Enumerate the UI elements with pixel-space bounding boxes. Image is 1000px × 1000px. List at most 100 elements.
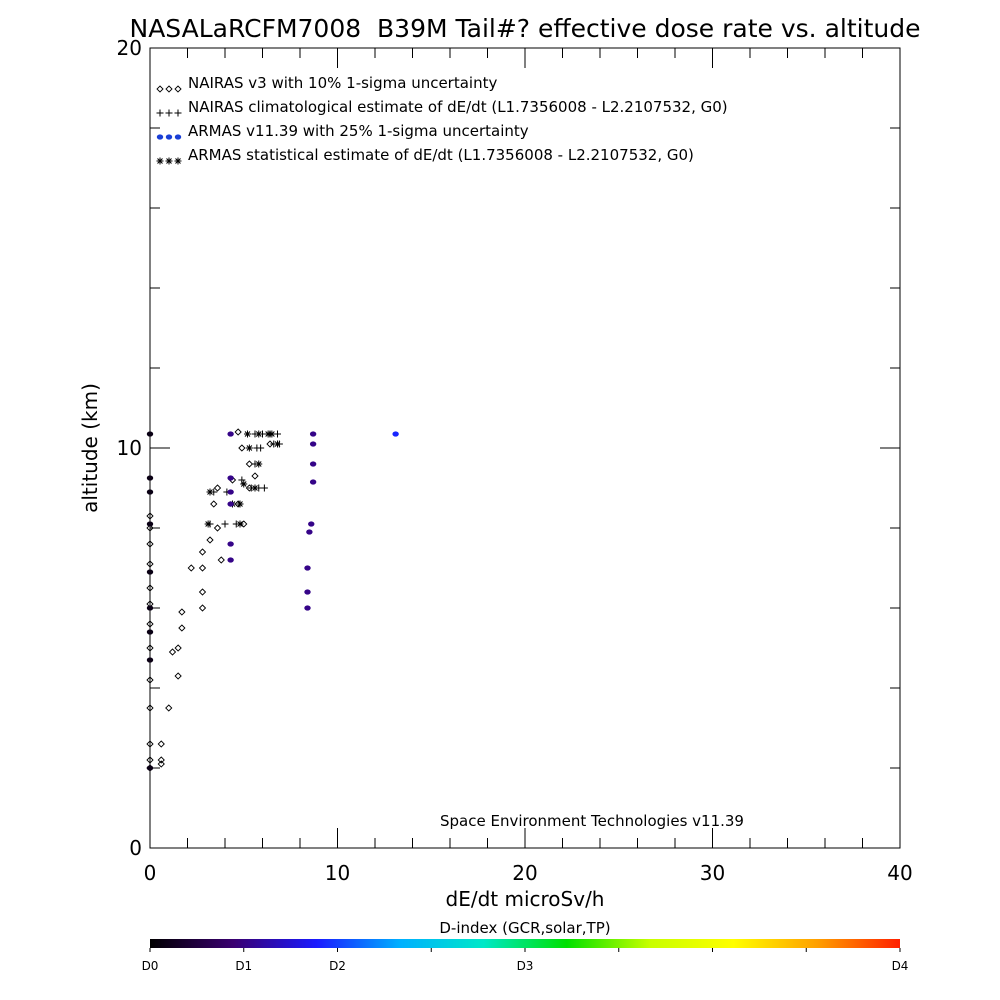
- legend-symbol: [174, 134, 182, 140]
- axis-ticks: [149, 47, 901, 849]
- series-1-point: [146, 704, 154, 712]
- series-2-point: [260, 484, 268, 492]
- series-3-point: [227, 557, 234, 563]
- series-1-point: [157, 760, 165, 768]
- x-tick-label: 20: [512, 861, 537, 885]
- y-axis-label: altitude (km): [78, 383, 102, 513]
- y-tick-label: 20: [117, 36, 142, 60]
- colorbar-label: D1: [235, 959, 252, 973]
- series-1-point: [210, 500, 218, 508]
- series-3-point: [146, 431, 154, 437]
- series-4-point: [251, 484, 259, 492]
- series-3-point: [146, 605, 154, 611]
- series-3-point: [146, 521, 154, 527]
- series-1-point: [146, 512, 154, 520]
- credit-annotation: Space Environment Technologies v11.39: [440, 812, 744, 830]
- series-1-point: [251, 472, 259, 480]
- legend-symbol: [165, 157, 173, 165]
- series-3-point: [146, 489, 154, 495]
- series-1-point: [146, 524, 154, 532]
- x-tick-label: 30: [700, 861, 725, 885]
- legend-symbol: [156, 85, 164, 93]
- colorbar-label: D4: [892, 959, 909, 973]
- series-3-point: [146, 475, 154, 481]
- series-1-point: [157, 756, 165, 764]
- legend-symbol: [174, 109, 182, 117]
- series-1-point: [198, 604, 207, 612]
- series-4-point: [245, 444, 253, 452]
- series-3-point: [227, 541, 234, 547]
- y-tick-labels: 0 10 20: [117, 36, 142, 860]
- series-3-point: [304, 605, 311, 611]
- series-3-point: [306, 529, 313, 535]
- series-1-point: [206, 536, 214, 544]
- legend-entry: NAIRAS v3 with 10% 1-sigma uncertainty: [188, 74, 497, 92]
- series-1-point: [245, 460, 254, 468]
- series-3-point: [309, 431, 317, 437]
- series-4-point: [206, 488, 214, 496]
- series-1-point: [266, 440, 274, 448]
- series-3-point: [146, 657, 154, 663]
- plot-area: 0 10 20 30 40 0 10 20 NAIRAS v3 with 10% 1-sig…: [117, 36, 913, 885]
- legend-entry: NAIRAS climatological estimate of dE/dt …: [188, 98, 728, 116]
- series-3-point: [309, 479, 317, 485]
- series-1-point: [240, 520, 248, 528]
- series-1-point: [178, 624, 186, 632]
- series-3-point: [392, 431, 399, 437]
- series-4-point: [240, 480, 248, 488]
- series-3-point: [227, 475, 234, 481]
- legend-symbol: [174, 157, 182, 165]
- legend-symbol: [165, 134, 173, 140]
- series-3-point: [146, 569, 154, 575]
- series-4-point: [204, 520, 212, 528]
- series-4-point: [236, 500, 244, 508]
- series-1-point: [238, 444, 246, 452]
- series-3-point: [227, 501, 234, 507]
- series-1-point: [198, 588, 207, 596]
- series-1-point: [165, 704, 173, 712]
- colorbar-label: D3: [517, 959, 534, 973]
- x-tick-label: 0: [144, 861, 157, 885]
- series-1-point: [146, 676, 154, 684]
- colorbar-ticks: [149, 948, 901, 952]
- legend: NAIRAS v3 with 10% 1-sigma uncertainty NA…: [156, 74, 728, 165]
- series-1-point: [146, 620, 154, 628]
- colorbar: D-index (GCR,solar,TP) D0 D1 D2 D3 D4: [142, 919, 909, 973]
- series-3-point: [304, 565, 311, 571]
- series-4-point: [264, 430, 272, 438]
- series-1-point: [146, 644, 154, 652]
- series-1-point: [213, 484, 222, 492]
- colorbar-labels: D0 D1 D2 D3 D4: [142, 959, 909, 973]
- colorbar-gradient: [150, 939, 900, 948]
- series-4-point: [236, 520, 244, 528]
- series-3-point: [304, 589, 311, 595]
- chart-title: NASALaRCFM7008 B39M Tail#? effective dos…: [130, 14, 921, 43]
- series-1-point: [168, 648, 177, 656]
- legend-symbol: [165, 109, 173, 117]
- series-3-point: [309, 461, 317, 467]
- series-4-point: [244, 430, 251, 438]
- series-1-point: [146, 560, 154, 568]
- x-tick-labels: 0 10 20 30 40: [144, 861, 913, 885]
- legend-symbol: [156, 157, 164, 165]
- series-3-point: [308, 521, 315, 527]
- series-1-point: [178, 608, 186, 616]
- series-4-point: [255, 430, 263, 438]
- series-1-point: [213, 524, 222, 532]
- series-4-point: [274, 440, 281, 448]
- data-marks: [146, 428, 399, 772]
- series-3-point: [146, 629, 154, 635]
- x-axis-label: dE/dt microSv/h: [446, 887, 605, 911]
- legend-symbol: [165, 85, 173, 93]
- series-1-point: [146, 584, 154, 592]
- y-tick-label: 0: [129, 836, 142, 860]
- series-1-point: [174, 644, 182, 652]
- legend-symbol: [174, 85, 182, 93]
- series-4-point: [255, 460, 263, 468]
- colorbar-label: D2: [329, 959, 346, 973]
- colorbar-title: D-index (GCR,solar,TP): [439, 919, 610, 937]
- series-1-point: [146, 740, 154, 748]
- series-1-point: [146, 756, 154, 764]
- series-1-point: [198, 548, 207, 556]
- legend-entry: ARMAS v11.39 with 25% 1-sigma uncertaint…: [188, 122, 529, 140]
